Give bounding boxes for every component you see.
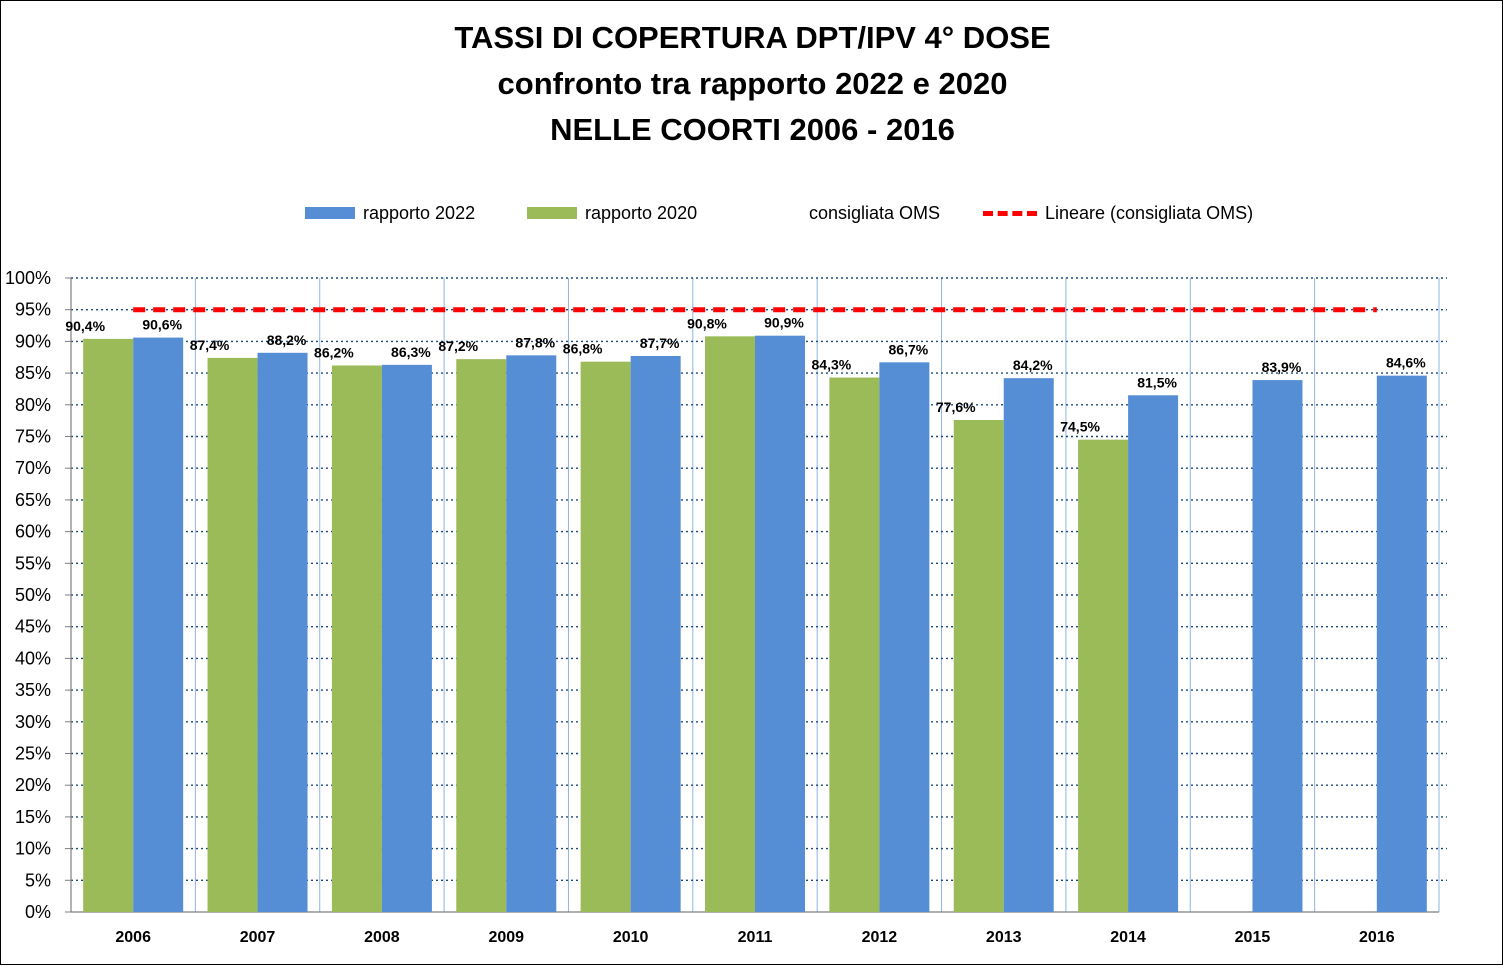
y-tick-label: 65%	[15, 490, 51, 510]
y-tick-label: 0%	[25, 902, 51, 922]
data-label-rapporto-2022-2006: 90,6%	[142, 317, 182, 333]
bar-rapporto-2022-2011	[755, 335, 805, 913]
y-tick-label: 40%	[15, 648, 51, 668]
legend-item-rapporto-2020: rapporto 2020	[527, 199, 697, 227]
x-tick-label-2008: 2008	[364, 929, 400, 946]
bar-rapporto-2022-2014	[1128, 395, 1179, 912]
y-tick-label: 95%	[15, 300, 51, 320]
y-tick-label: 55%	[15, 553, 51, 573]
x-tick-label-2007: 2007	[240, 929, 276, 946]
y-tick-label: 25%	[15, 744, 51, 764]
y-tick-label: 80%	[15, 395, 51, 415]
legend-item-lineare-oms: Lineare (consigliata OMS)	[983, 199, 1253, 227]
legend: rapporto 2022 rapporto 2020 consigliata …	[1, 199, 1503, 227]
y-tick-label: 90%	[15, 331, 51, 351]
legend-label-rapporto-2020: rapporto 2020	[585, 202, 698, 223]
legend-label-rapporto-2022: rapporto 2022	[363, 202, 476, 223]
x-tick-label-2010: 2010	[613, 929, 649, 946]
bar-rapporto-2020-2012	[829, 377, 880, 913]
title-line-2: confronto tra rapporto 2022 e 2020	[497, 66, 1008, 101]
y-tick-label: 60%	[15, 522, 51, 542]
y-tick-label: 30%	[15, 712, 51, 732]
bar-rapporto-2020-2010	[580, 361, 631, 912]
x-tick-label-2012: 2012	[862, 929, 898, 946]
legend-label-lineare-oms: Lineare (consigliata OMS)	[1045, 202, 1254, 223]
x-tick-label-2011: 2011	[738, 929, 773, 946]
bar-rapporto-2020-2008	[331, 365, 382, 912]
x-tick-label-2009: 2009	[488, 929, 524, 946]
data-label-rapporto-2020-2009: 87,2%	[438, 338, 478, 354]
bar-rapporto-2022-2016	[1376, 375, 1427, 912]
x-tick-label-2006: 2006	[115, 929, 151, 946]
data-label-rapporto-2022-2016: 84,6%	[1386, 355, 1426, 371]
y-tick-label: 20%	[15, 775, 51, 795]
data-label-rapporto-2022-2010: 87,7%	[640, 335, 680, 351]
data-label-rapporto-2022-2013: 84,2%	[1013, 357, 1053, 373]
y-tick-label: 45%	[15, 617, 51, 637]
title-line-1: TASSI DI COPERTURA DPT/IPV 4° DOSE	[454, 20, 1051, 55]
legend-swatch-rapporto-2020	[527, 207, 577, 219]
y-tick-label: 35%	[15, 680, 51, 700]
chart-title: TASSI DI COPERTURA DPT/IPV 4° DOSE confr…	[1, 15, 1503, 153]
bar-rapporto-2020-2009	[456, 359, 507, 913]
data-label-rapporto-2022-2012: 86,7%	[889, 341, 929, 357]
bar-rapporto-2022-2012	[879, 362, 930, 912]
bar-rapporto-2020-2007	[207, 357, 258, 912]
data-label-rapporto-2020-2007: 87,4%	[190, 337, 230, 353]
x-tick-label-2014: 2014	[1110, 929, 1146, 946]
bar-rapporto-2020-2006	[83, 338, 134, 912]
data-label-rapporto-2022-2011: 90,9%	[764, 315, 804, 331]
title-line-3: NELLE COORTI 2006 - 2016	[550, 112, 955, 147]
y-tick-label: 5%	[25, 870, 51, 890]
x-tick-label-2013: 2013	[986, 929, 1022, 946]
data-label-rapporto-2022-2007: 88,2%	[267, 332, 307, 348]
y-tick-label: 15%	[15, 807, 51, 827]
y-tick-label: 10%	[15, 839, 51, 859]
data-label-rapporto-2022-2014: 81,5%	[1137, 374, 1177, 390]
bar-rapporto-2022-2015	[1252, 380, 1303, 913]
x-tick-label-2016: 2016	[1359, 929, 1395, 946]
data-label-rapporto-2022-2009: 87,8%	[515, 334, 555, 350]
legend-swatch-rapporto-2022	[305, 207, 355, 219]
legend-label-consigliata-oms: consigliata OMS	[809, 202, 941, 223]
data-label-rapporto-2020-2014: 74,5%	[1060, 419, 1100, 435]
data-label-rapporto-2020-2006: 90,4%	[65, 318, 105, 334]
data-label-rapporto-2020-2008: 86,2%	[314, 344, 354, 360]
legend-item-rapporto-2022: rapporto 2022	[305, 199, 475, 227]
data-label-rapporto-2020-2012: 84,3%	[812, 357, 852, 373]
bar-rapporto-2022-2007	[257, 352, 308, 912]
data-label-rapporto-2022-2008: 86,3%	[391, 344, 431, 360]
bar-rapporto-2020-2013	[953, 420, 1004, 912]
y-tick-label: 85%	[15, 363, 51, 383]
legend-swatch-lineare-oms	[983, 210, 1037, 216]
y-tick-label: 70%	[15, 458, 51, 478]
bar-rapporto-2020-2014	[1078, 439, 1129, 912]
data-label-rapporto-2020-2011: 90,8%	[687, 315, 727, 331]
data-label-rapporto-2020-2010: 86,8%	[563, 341, 603, 357]
bar-rapporto-2022-2008	[381, 364, 432, 912]
bar-rapporto-2022-2010	[630, 355, 681, 912]
y-tick-label: 50%	[15, 585, 51, 605]
bar-rapporto-2020-2011	[705, 336, 755, 912]
data-label-rapporto-2022-2015: 83,9%	[1262, 359, 1302, 375]
bar-rapporto-2022-2013	[1003, 378, 1054, 912]
bar-rapporto-2022-2006	[133, 337, 184, 912]
bar-rapporto-2022-2009	[506, 355, 557, 912]
data-label-rapporto-2020-2013: 77,6%	[936, 399, 976, 415]
legend-item-consigliata-oms: consigliata OMS	[809, 199, 940, 227]
y-tick-label: 100%	[5, 268, 51, 288]
y-tick-label: 75%	[15, 427, 51, 447]
x-tick-label-2015: 2015	[1235, 929, 1271, 946]
